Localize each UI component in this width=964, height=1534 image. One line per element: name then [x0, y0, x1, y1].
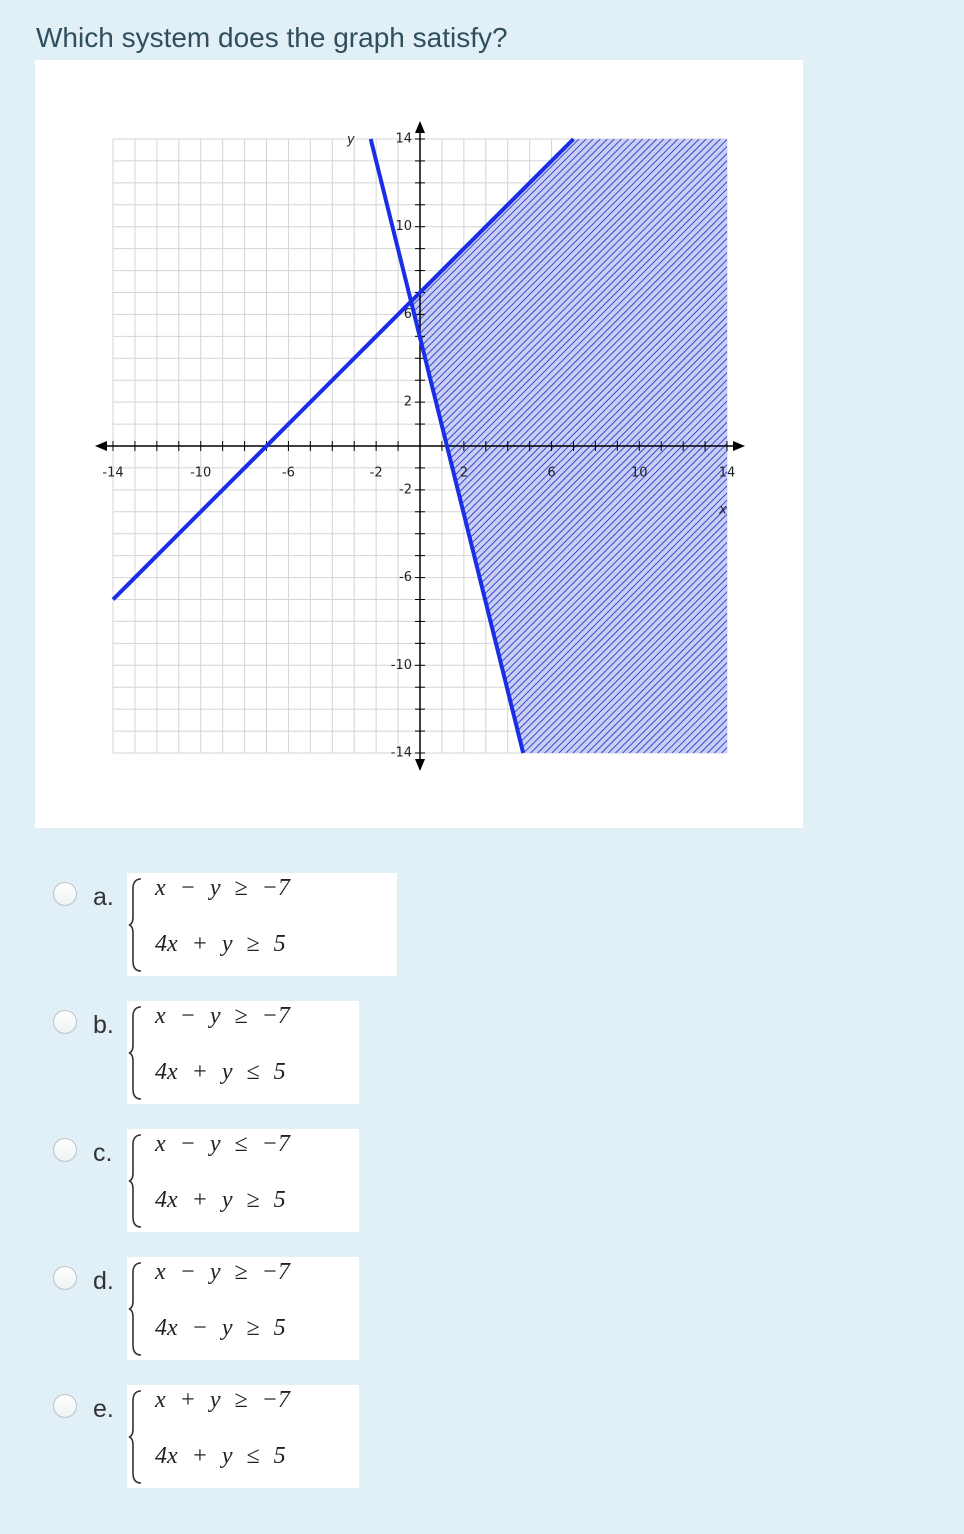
- graph: -14 -10 -6 -2 2 6 10 14 14 10 6 2 -2 -6 -10 -14 x y: [35, 60, 803, 828]
- radio-button[interactable]: [53, 1010, 77, 1034]
- brace: [128, 1134, 142, 1228]
- x-axis-label: x: [718, 503, 727, 518]
- option-letter: d.: [93, 1267, 114, 1295]
- x-tick-label: -14: [102, 466, 123, 481]
- equation-line: 4x + y ≤ 5: [155, 1443, 286, 1469]
- brace: [128, 1390, 142, 1484]
- y-tick-label: 2: [404, 395, 412, 410]
- equation-line: x − y ≥ −7: [155, 875, 290, 901]
- equation-line: 4x − y ≥ 5: [155, 1315, 286, 1341]
- y-tick-label: -2: [399, 482, 412, 497]
- arrow: [95, 441, 107, 451]
- radio-button[interactable]: [53, 882, 77, 906]
- brace: [128, 1006, 142, 1100]
- arrow: [415, 759, 425, 771]
- equation-line: x − y ≤ −7: [155, 1131, 290, 1157]
- x-tick-label: 10: [631, 466, 648, 481]
- equation-line: 4x + y ≥ 5: [155, 931, 286, 957]
- radio-button[interactable]: [53, 1138, 77, 1162]
- equation-line: x + y ≥ −7: [155, 1387, 290, 1413]
- brace: [128, 878, 142, 972]
- radio-button[interactable]: [53, 1394, 77, 1418]
- boundary-line-1: [111, 137, 575, 601]
- equation-line: 4x + y ≤ 5: [155, 1059, 286, 1085]
- equation-box: x − y ≥ −7 4x − y ≥ 5: [127, 1257, 359, 1360]
- equation-line: x − y ≥ −7: [155, 1003, 290, 1029]
- x-tick-label: 14: [719, 466, 736, 481]
- axes: -14 -10 -6 -2 2 6 10 14 14 10 6 2 -2 -6 -10 -14 x y: [95, 121, 745, 771]
- x-tick-label: -10: [190, 466, 211, 481]
- x-tick-label: 6: [547, 466, 555, 481]
- x-tick-label: -6: [282, 466, 295, 481]
- y-tick-label: 14: [395, 132, 412, 147]
- brace: [128, 1262, 142, 1356]
- x-tick-label: -2: [370, 466, 383, 481]
- option-letter: c.: [93, 1139, 113, 1167]
- equation-box: x + y ≥ −7 4x + y ≤ 5: [127, 1385, 359, 1488]
- arrow: [733, 441, 745, 451]
- y-tick-label: -6: [399, 570, 412, 585]
- y-axis-label: y: [346, 133, 355, 148]
- arrow: [415, 121, 425, 133]
- equation-box: x − y ≥ −7 4x + y ≥ 5: [127, 873, 397, 976]
- y-tick-label: -14: [391, 746, 412, 761]
- radio-button[interactable]: [53, 1266, 77, 1290]
- equation-box: x − y ≤ −7 4x + y ≥ 5: [127, 1129, 359, 1232]
- option-letter: a.: [93, 883, 114, 911]
- question: Which system does the graph satisfy?: [36, 22, 508, 53]
- y-tick-label: 10: [395, 219, 412, 234]
- x-tick-label: 2: [460, 466, 468, 481]
- y-tick-label: 6: [404, 307, 412, 322]
- y-tick-label: -10: [391, 658, 412, 673]
- equation-box: x − y ≥ −7 4x + y ≤ 5: [127, 1001, 359, 1104]
- option-letter: e.: [93, 1395, 114, 1423]
- boundary-line-2: [368, 138, 526, 754]
- equation-line: 4x + y ≥ 5: [155, 1187, 286, 1213]
- equation-line: x − y ≥ −7: [155, 1259, 290, 1285]
- option-letter: b.: [93, 1011, 114, 1039]
